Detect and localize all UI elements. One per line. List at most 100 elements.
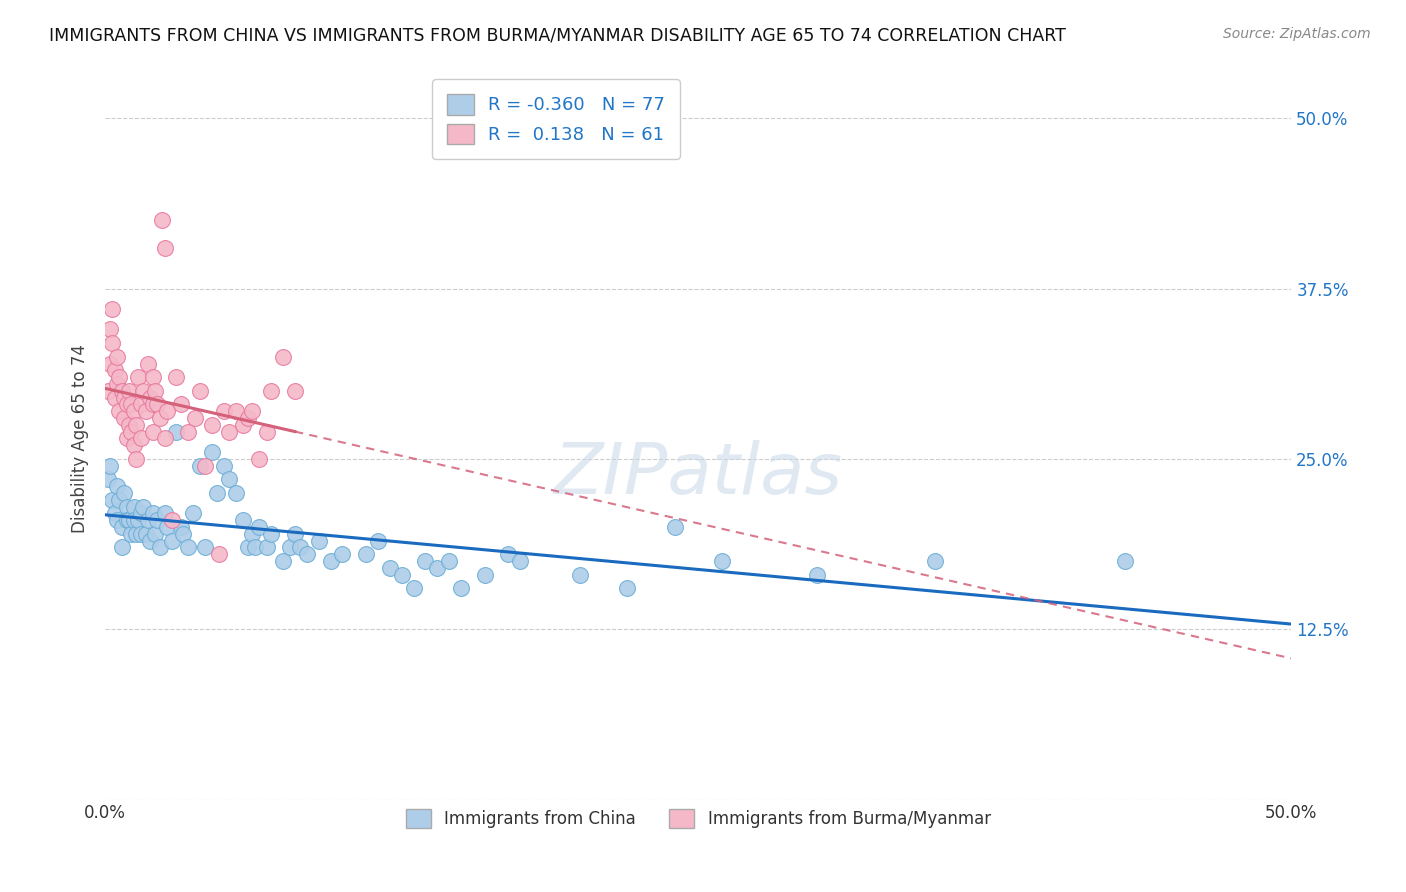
Point — [142, 507, 165, 521]
Point — [156, 520, 179, 534]
Point — [225, 486, 247, 500]
Point — [415, 554, 437, 568]
Point — [112, 391, 135, 405]
Point — [129, 432, 152, 446]
Point — [111, 541, 134, 555]
Point — [173, 526, 195, 541]
Point — [218, 472, 240, 486]
Point — [450, 582, 472, 596]
Point — [177, 541, 200, 555]
Point — [256, 425, 278, 439]
Point — [108, 492, 131, 507]
Point — [181, 507, 204, 521]
Point — [319, 554, 342, 568]
Point — [125, 526, 148, 541]
Point — [184, 411, 207, 425]
Text: ZIPatlas: ZIPatlas — [554, 440, 842, 509]
Point — [105, 513, 128, 527]
Point — [165, 425, 187, 439]
Point — [142, 397, 165, 411]
Point — [284, 526, 307, 541]
Point — [308, 533, 330, 548]
Y-axis label: Disability Age 65 to 74: Disability Age 65 to 74 — [72, 344, 89, 533]
Point — [354, 547, 377, 561]
Point — [127, 513, 149, 527]
Point — [112, 411, 135, 425]
Point — [208, 547, 231, 561]
Point — [135, 404, 157, 418]
Point — [105, 350, 128, 364]
Point — [101, 301, 124, 316]
Point — [160, 513, 183, 527]
Point — [115, 513, 138, 527]
Point — [101, 492, 124, 507]
Point — [284, 384, 307, 398]
Point — [271, 554, 294, 568]
Point — [498, 547, 520, 561]
Point — [240, 404, 263, 418]
Point — [391, 567, 413, 582]
Point — [105, 479, 128, 493]
Point — [135, 526, 157, 541]
Point — [104, 507, 127, 521]
Point — [115, 500, 138, 514]
Point — [122, 438, 145, 452]
Point — [165, 370, 187, 384]
Point — [278, 541, 301, 555]
Point — [98, 322, 121, 336]
Text: IMMIGRANTS FROM CHINA VS IMMIGRANTS FROM BURMA/MYANMAR DISABILITY AGE 65 TO 74 C: IMMIGRANTS FROM CHINA VS IMMIGRANTS FROM… — [49, 27, 1066, 45]
Point — [218, 425, 240, 439]
Point — [115, 397, 138, 411]
Point — [205, 486, 228, 500]
Point — [260, 526, 283, 541]
Point — [212, 404, 235, 418]
Point — [664, 520, 686, 534]
Point — [120, 425, 142, 439]
Point — [201, 445, 224, 459]
Point — [156, 404, 179, 418]
Point — [711, 554, 734, 568]
Point — [115, 432, 138, 446]
Point — [150, 213, 173, 227]
Point — [111, 384, 134, 398]
Point — [118, 384, 141, 398]
Point — [236, 411, 259, 425]
Point — [139, 533, 162, 548]
Point — [129, 526, 152, 541]
Point — [170, 397, 193, 411]
Point — [132, 384, 155, 398]
Point — [136, 513, 159, 527]
Point — [142, 370, 165, 384]
Point — [104, 363, 127, 377]
Point — [240, 526, 263, 541]
Point — [118, 513, 141, 527]
Point — [249, 451, 271, 466]
Point — [194, 458, 217, 473]
Point — [143, 384, 166, 398]
Point — [101, 336, 124, 351]
Point — [146, 397, 169, 411]
Point — [616, 582, 638, 596]
Point — [98, 458, 121, 473]
Point — [120, 397, 142, 411]
Point — [125, 451, 148, 466]
Point — [118, 417, 141, 432]
Point — [153, 432, 176, 446]
Point — [122, 404, 145, 418]
Point — [129, 397, 152, 411]
Point — [108, 370, 131, 384]
Legend: Immigrants from China, Immigrants from Burma/Myanmar: Immigrants from China, Immigrants from B… — [399, 802, 997, 835]
Point — [402, 582, 425, 596]
Point — [177, 425, 200, 439]
Point — [112, 486, 135, 500]
Point — [232, 513, 254, 527]
Point — [437, 554, 460, 568]
Point — [120, 526, 142, 541]
Point — [188, 458, 211, 473]
Point — [129, 507, 152, 521]
Point — [149, 541, 172, 555]
Point — [105, 376, 128, 391]
Point — [236, 541, 259, 555]
Point — [568, 567, 591, 582]
Point — [153, 507, 176, 521]
